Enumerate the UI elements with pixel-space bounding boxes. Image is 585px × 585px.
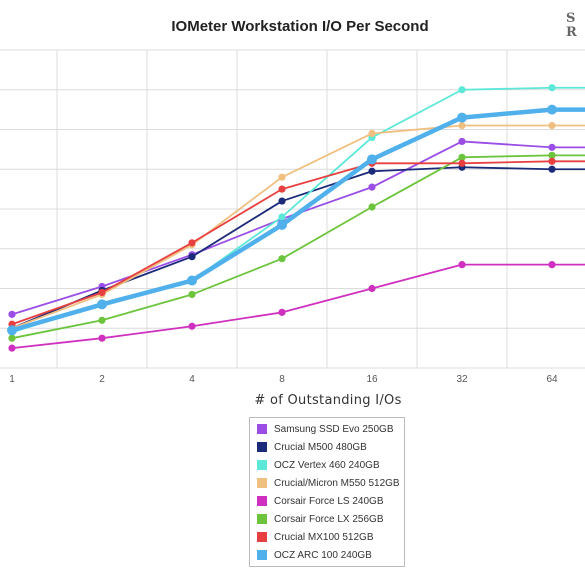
series-line: [11, 124, 585, 330]
legend-label: Samsung SSD Evo 250GB: [274, 423, 394, 435]
data-point: [458, 86, 466, 94]
data-point: [367, 154, 377, 165]
data-point: [98, 288, 106, 297]
chart-legend: Samsung SSD Evo 250GB Crucial M500 480GB O…: [249, 417, 405, 567]
data-point: [187, 275, 197, 286]
x-tick-label: 32: [456, 374, 468, 385]
data-point: [98, 316, 106, 324]
data-point: [458, 137, 466, 146]
legend-item: Crucial M500 480GB: [254, 438, 400, 456]
x-tick-label: 1: [9, 374, 15, 385]
data-point: [8, 310, 16, 318]
site-logo: S R: [566, 12, 577, 40]
x-axis-label: # of Outstanding I/Os: [254, 393, 401, 408]
legend-swatch: [257, 532, 267, 542]
series-7: [7, 104, 585, 336]
x-tick-label: 2: [99, 374, 105, 385]
data-point: [368, 129, 376, 138]
data-point: [188, 253, 196, 261]
data-point: [98, 334, 106, 342]
data-point: [278, 185, 286, 193]
data-point: [368, 183, 376, 191]
data-point: [547, 104, 557, 115]
data-point: [188, 239, 196, 247]
legend-item: Crucial MX100 512GB: [254, 528, 400, 546]
series-6: [8, 157, 585, 328]
data-point: [278, 213, 286, 221]
series-line: [11, 160, 585, 326]
data-point: [278, 255, 286, 263]
data-point: [458, 121, 466, 130]
x-tick-label: 8: [279, 374, 285, 385]
series-line: [11, 263, 585, 350]
legend-item: Corsair Force LS 240GB: [254, 492, 400, 510]
data-point: [278, 173, 286, 181]
data-point: [548, 84, 556, 92]
data-point: [548, 121, 556, 130]
legend-swatch: [257, 514, 267, 524]
data-point: [277, 219, 287, 230]
legend-label: Corsair Force LS 240GB: [274, 495, 384, 507]
legend-swatch: [257, 550, 267, 560]
data-point: [458, 261, 466, 269]
x-tick-label: 4: [189, 374, 195, 385]
data-point: [8, 334, 16, 342]
series-line: [11, 140, 585, 316]
series-line: [11, 107, 585, 333]
data-point: [548, 261, 556, 269]
legend-item: Crucial/Micron M550 512GB: [254, 474, 400, 492]
legend-swatch: [257, 478, 267, 488]
data-point: [548, 157, 556, 165]
data-point: [188, 290, 196, 299]
legend-item: Samsung SSD Evo 250GB: [254, 420, 400, 438]
legend-swatch: [257, 442, 267, 452]
series-3: [8, 121, 585, 332]
legend-swatch: [257, 424, 267, 434]
legend-item: OCZ ARC 100 240GB: [254, 546, 400, 564]
legend-label: Crucial M500 480GB: [274, 441, 367, 453]
data-point: [458, 153, 466, 161]
data-point: [8, 344, 16, 352]
data-point: [457, 112, 467, 123]
chart-title: IOMeter Workstation I/O Per Second: [171, 18, 428, 35]
data-point: [368, 203, 376, 211]
data-point: [548, 151, 556, 159]
legend-label: OCZ ARC 100 240GB: [274, 549, 372, 561]
data-point: [7, 325, 17, 336]
data-point: [278, 308, 286, 316]
data-point: [548, 143, 556, 151]
data-point: [548, 165, 556, 173]
data-point: [188, 322, 196, 330]
series-0: [8, 137, 585, 318]
legend-item: Corsair Force LX 256GB: [254, 510, 400, 528]
data-point: [368, 284, 376, 293]
x-tick-labels: 1 2 4 8 16 32 64: [9, 374, 558, 385]
series-4: [8, 261, 585, 352]
legend-label: Crucial/Micron M550 512GB: [274, 477, 400, 489]
data-point: [278, 197, 286, 205]
data-point: [368, 167, 376, 175]
legend-swatch: [257, 496, 267, 506]
series-line: [11, 154, 585, 340]
legend-label: Corsair Force LX 256GB: [274, 513, 384, 525]
x-tick-label: 64: [546, 374, 558, 385]
legend-swatch: [257, 460, 267, 470]
chart-series: [7, 84, 585, 352]
legend-label: OCZ Vertex 460 240GB: [274, 459, 380, 471]
series-5: [8, 151, 585, 342]
x-tick-label: 16: [366, 374, 378, 385]
data-point: [97, 299, 107, 310]
chart-grid: [0, 49, 585, 369]
data-point: [458, 159, 466, 167]
legend-item: OCZ Vertex 460 240GB: [254, 456, 400, 474]
legend-label: Crucial MX100 512GB: [274, 531, 374, 543]
